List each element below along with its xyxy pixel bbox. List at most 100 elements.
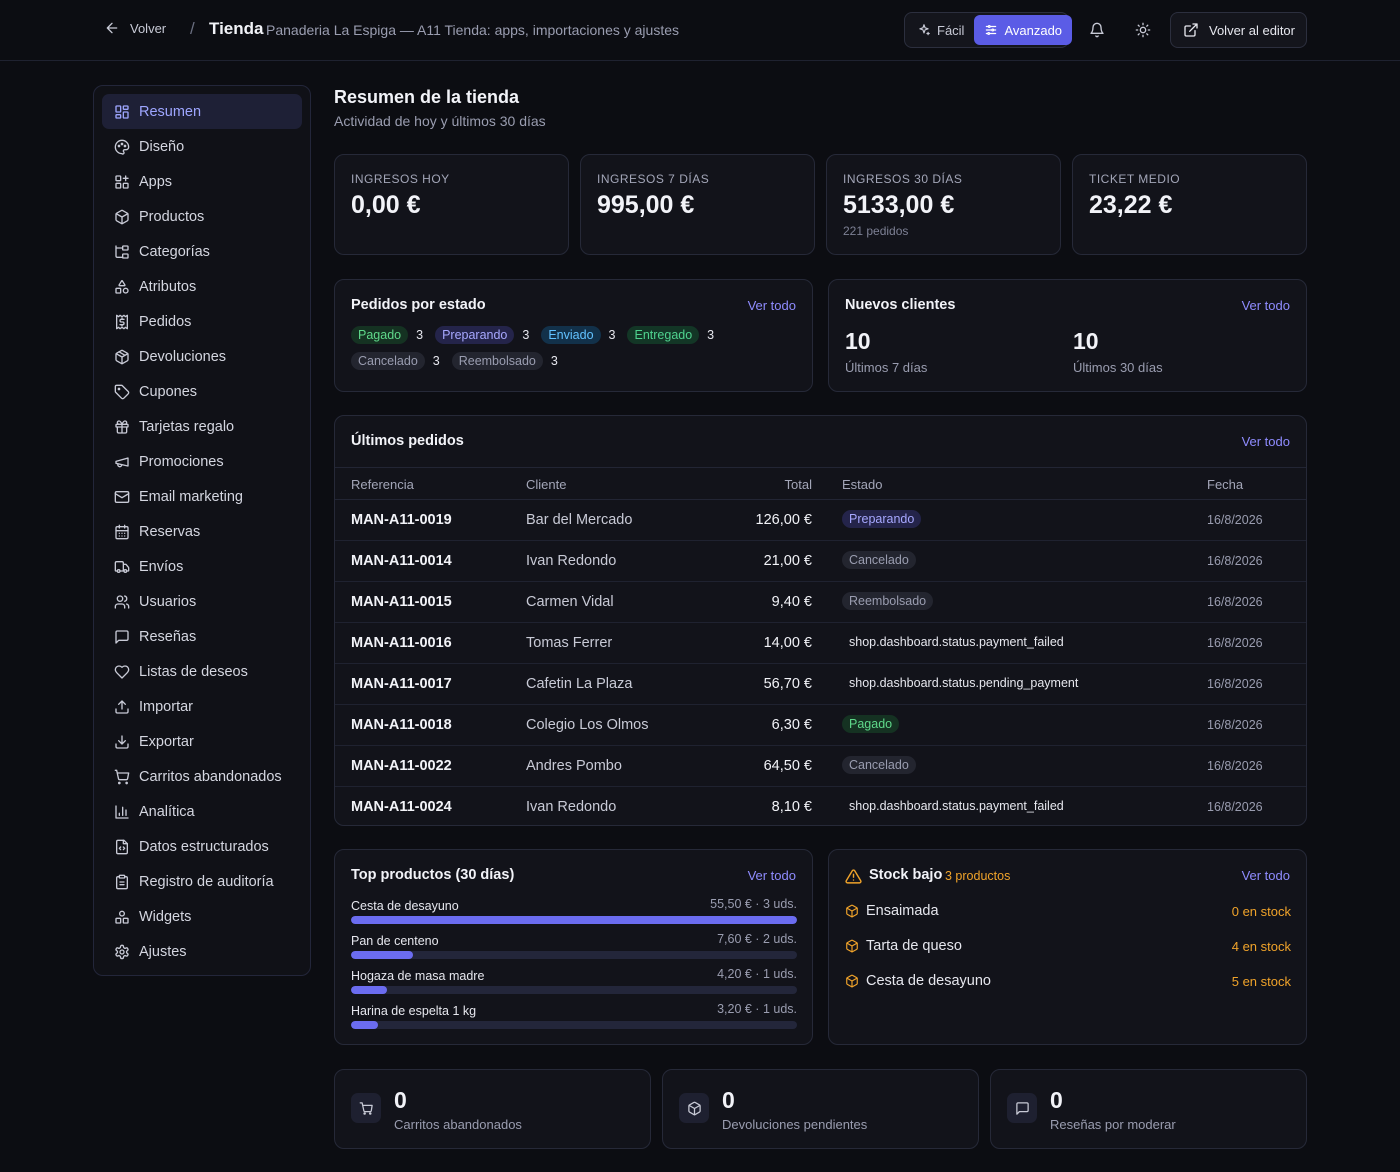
counter-label: Carritos abandonados [394, 1117, 522, 1132]
folder-tree-icon [114, 244, 130, 260]
sidebar-item-diseno[interactable]: Diseño [102, 129, 302, 164]
status-count: 3 [432, 354, 440, 368]
mode-advanced-button[interactable]: Avanzado [974, 15, 1073, 45]
sidebar-item-resumen[interactable]: Resumen [102, 94, 302, 129]
table-row[interactable]: MAN-A11-0017 Cafetin La Plaza 56,70 € 16/8/… [335, 664, 1306, 705]
table-row[interactable]: MAN-A11-0022 Andres Pombo 64,50 € 16/8/2026… [335, 746, 1306, 787]
status-badge: Reembolsado [451, 352, 543, 370]
bell-icon [1089, 22, 1105, 38]
product-name: Hogaza de masa madre [351, 969, 485, 983]
sidebar-item-usuarios[interactable]: Usuarios [102, 584, 302, 619]
clipboard-icon [114, 874, 130, 890]
cart-icon [114, 769, 130, 785]
sidebar-item-ajustes[interactable]: Ajustes [102, 934, 302, 969]
status-chip-shipped[interactable]: Enviado 3 [541, 326, 615, 344]
gear-icon [114, 944, 130, 960]
sidebar-item-listas-de-deseos[interactable]: Listas de deseos [102, 654, 302, 689]
sidebar-item-pedidos[interactable]: Pedidos [102, 304, 302, 339]
sidebar-item-label: Resumen [139, 103, 202, 120]
see-all-link[interactable]: Ver todo [1241, 868, 1290, 883]
sidebar-item-label: Analítica [139, 803, 195, 820]
order-date: 16/8/2026 [1207, 554, 1263, 568]
status-chip-cancelled[interactable]: Cancelado 3 [351, 352, 440, 370]
sidebar-item-reservas[interactable]: Reservas [102, 514, 302, 549]
new-customers-30d-value: 10 [1073, 328, 1099, 354]
sidebar-item-productos[interactable]: Productos [102, 199, 302, 234]
upload-icon [114, 699, 130, 715]
see-all-link[interactable]: Ver todo [747, 868, 796, 883]
sidebar-item-envios[interactable]: Envíos [102, 549, 302, 584]
sidebar-item-carritos-abandonados[interactable]: Carritos abandonados [102, 759, 302, 794]
sidebar-item-tarjetas-regalo[interactable]: Tarjetas regalo [102, 409, 302, 444]
sidebar-item-importar[interactable]: Importar [102, 689, 302, 724]
back-to-editor-button[interactable]: Volver al editor [1170, 12, 1307, 48]
sidebar-item-exportar[interactable]: Exportar [102, 724, 302, 759]
table-row[interactable]: MAN-A11-0018 Colegio Los Olmos 6,30 € 16/8/… [335, 705, 1306, 746]
dashboard-icon [114, 104, 130, 120]
sidebar-item-label: Importar [139, 698, 193, 715]
table-row[interactable]: MAN-A11-0014 Ivan Redondo 21,00 € 16/8/2026… [335, 541, 1306, 582]
low-stock-item[interactable]: Cesta de desayuno 5 en stock [845, 971, 1291, 991]
counter-card-pending-returns[interactable]: 0 Devoluciones pendientes [662, 1069, 979, 1149]
status-badge: Cancelado [842, 756, 916, 774]
order-reference: MAN-A11-0015 [351, 594, 452, 610]
low-stock-item[interactable]: Tarta de queso 4 en stock [845, 936, 1291, 956]
sidebar-item-categorias[interactable]: Categorías [102, 234, 302, 269]
shapes-icon [114, 279, 130, 295]
sidebar-item-registro-de-auditoria[interactable]: Registro de auditoría [102, 864, 302, 899]
product-name: Cesta de desayuno [351, 899, 459, 913]
counter-card-reviews-to-moderate[interactable]: 0 Reseñas por moderar [990, 1069, 1307, 1149]
status-count: 3 [550, 354, 558, 368]
see-all-link[interactable]: Ver todo [1241, 434, 1290, 449]
notifications-button[interactable] [1082, 15, 1112, 45]
status-chip-delivered[interactable]: Entregado 3 [627, 326, 714, 344]
table-row[interactable]: MAN-A11-0024 Ivan Redondo 8,10 € 16/8/2026 s… [335, 787, 1306, 828]
sidebar-item-datos-estructurados[interactable]: Datos estructurados [102, 829, 302, 864]
sidebar-item-analitica[interactable]: Analítica [102, 794, 302, 829]
top-product-item: Harina de espelta 1 kg 3,20 € · 1 uds. [351, 1002, 797, 1029]
status-badge: Entregado [627, 326, 700, 344]
status-badge: Pagado [842, 715, 900, 733]
status-chip-refunded[interactable]: Reembolsado 3 [451, 352, 558, 370]
external-link-icon [1183, 22, 1199, 38]
truck-icon [114, 559, 130, 575]
sidebar-item-atributos[interactable]: Atributos [102, 269, 302, 304]
sidebar-item-label: Exportar [139, 733, 194, 750]
message-icon [1007, 1093, 1037, 1123]
sidebar-item-resenas[interactable]: Reseñas [102, 619, 302, 654]
table-header: Referencia Cliente Total Estado Fecha [335, 467, 1306, 500]
status-badge: Cancelado [351, 352, 425, 370]
table-row[interactable]: MAN-A11-0015 Carmen Vidal 9,40 € 16/8/2026 R… [335, 582, 1306, 623]
card-title: Stock bajo [869, 867, 943, 883]
kpi-value: 5133,00 € [843, 191, 955, 219]
sidebar-item-apps[interactable]: Apps [102, 164, 302, 199]
table-row[interactable]: MAN-A11-0019 Bar del Mercado 126,00 € 16/8/… [335, 500, 1306, 541]
sidebar-item-label: Carritos abandonados [139, 768, 282, 785]
theme-toggle-button[interactable] [1128, 15, 1158, 45]
see-all-link[interactable]: Ver todo [747, 298, 796, 313]
order-total: 126,00 € [755, 512, 812, 528]
status-chip-paid[interactable]: Pagado 3 [351, 326, 423, 344]
order-date: 16/8/2026 [1207, 759, 1263, 773]
sidebar-item-cupones[interactable]: Cupones [102, 374, 302, 409]
status-badge: shop.dashboard.status.pending_payment [849, 676, 1079, 690]
back-button[interactable]: Volver [104, 20, 166, 36]
table-row[interactable]: MAN-A11-0016 Tomas Ferrer 14,00 € 16/8/2026… [335, 623, 1306, 664]
counter-card-abandoned-carts[interactable]: 0 Carritos abandonados [334, 1069, 651, 1149]
column-header-date: Fecha [1207, 477, 1244, 492]
sidebar-item-email-marketing[interactable]: Email marketing [102, 479, 302, 514]
counter-value: 0 [1050, 1087, 1063, 1113]
status-chip-preparing[interactable]: Preparando 3 [435, 326, 529, 344]
sidebar-item-widgets[interactable]: Widgets [102, 899, 302, 934]
mode-easy-button[interactable]: Fácil [907, 15, 974, 45]
product-bar-fill [351, 951, 414, 959]
new-customers-7d-label: Últimos 7 días [845, 360, 928, 375]
page-subtitle: Actividad de hoy y últimos 30 días [334, 113, 546, 129]
stock-quantity: 5 en stock [1231, 973, 1291, 989]
sidebar-item-devoluciones[interactable]: Devoluciones [102, 339, 302, 374]
sidebar-item-promociones[interactable]: Promociones [102, 444, 302, 479]
palette-icon [114, 139, 130, 155]
low-stock-item[interactable]: Ensaimada 0 en stock [845, 901, 1291, 921]
see-all-link[interactable]: Ver todo [1241, 298, 1290, 313]
column-header-total: Total [784, 477, 812, 492]
